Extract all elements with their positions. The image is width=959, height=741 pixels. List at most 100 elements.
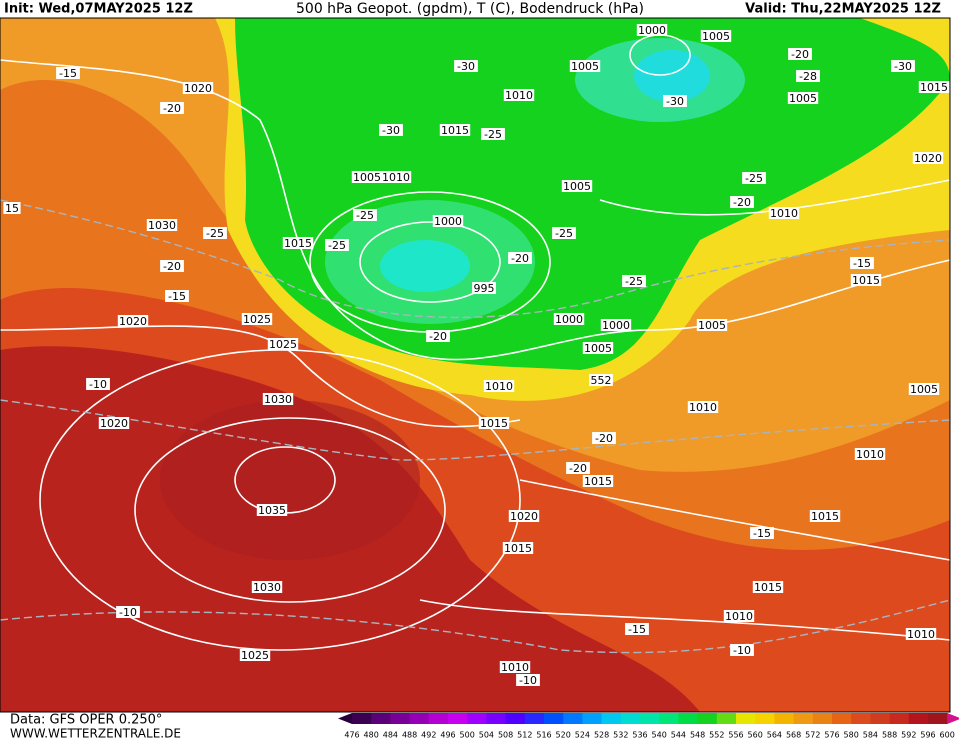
colorbar-label: 480 (364, 731, 379, 740)
map-label: 1010 (382, 171, 410, 184)
map-label: 1010 (725, 610, 753, 623)
label-box (454, 60, 478, 72)
colorbar-label: 548 (690, 731, 705, 740)
label-box (700, 30, 732, 42)
colorbar-swatch (448, 713, 468, 724)
label-box (569, 60, 601, 72)
colorbar-label: 512 (517, 731, 532, 740)
colorbar-swatch (851, 713, 871, 724)
map-label: 1000 (638, 24, 666, 37)
colorbar-label: 496 (440, 731, 455, 740)
map-label: 1015 (441, 124, 469, 137)
colorbar: 476 480 484 488 492 496 500 504 508 512 516 520 524 5… (338, 713, 959, 740)
label-box (600, 319, 632, 331)
map-label: 1000 (602, 319, 630, 332)
label-box (241, 313, 273, 325)
label-box (502, 542, 534, 554)
map-label: -10 (733, 644, 751, 657)
label-box (566, 462, 590, 474)
label-box (752, 581, 784, 593)
map-label: -28 (799, 70, 817, 83)
label-box (262, 393, 294, 405)
map-label: 1005 (702, 30, 730, 43)
colorbar-swatch (812, 713, 833, 724)
map-label: 1020 (100, 417, 128, 430)
colorbar-label: 564 (767, 731, 782, 740)
label-box (380, 171, 412, 183)
map-label: 1015 (852, 274, 880, 287)
map-label: 1010 (856, 448, 884, 461)
map-label: 1005 (789, 92, 817, 105)
colorbar-label: 520 (556, 731, 571, 740)
label-box (582, 475, 614, 487)
label-box (472, 282, 496, 294)
colorbar-swatch (659, 713, 679, 724)
label-box (432, 215, 464, 227)
label-box (160, 260, 184, 272)
label-box (165, 290, 189, 302)
label-box (589, 374, 613, 386)
map-label: 1010 (501, 661, 529, 674)
label-box (282, 237, 314, 249)
colorbar-swatch (524, 713, 545, 724)
colorbar-swatch (352, 713, 372, 724)
map-label: 1015 (480, 417, 508, 430)
colorbar-swatch (640, 713, 660, 724)
label-box (203, 227, 227, 239)
colorbar-label: 528 (594, 731, 609, 740)
colorbar-arrow (947, 713, 959, 724)
label-box (636, 24, 668, 36)
colorbar-label: 492 (421, 731, 436, 740)
label-box (918, 81, 950, 93)
label-box (503, 89, 535, 101)
colorbar-label: 576 (824, 731, 839, 740)
map-label: -25 (356, 209, 374, 222)
colorbar-swatch (774, 713, 795, 724)
label-box (439, 124, 471, 136)
colorbar-label: 584 (863, 731, 878, 740)
map-label: 1005 (584, 342, 612, 355)
colorbar-swatch (544, 713, 564, 724)
map-label: 1020 (119, 315, 147, 328)
map-label: 1030 (253, 581, 281, 594)
map-label: 1000 (434, 215, 462, 228)
website: WWW.WETTERZENTRALE.DE (10, 727, 181, 741)
colorbar-label: 532 (613, 731, 628, 740)
colorbar-label: 552 (709, 731, 724, 740)
map-label: 1005 (353, 171, 381, 184)
map-label: 1010 (770, 207, 798, 220)
map-label: 1020 (510, 510, 538, 523)
map-label: -25 (328, 239, 346, 252)
label-box (351, 171, 383, 183)
label-box (182, 82, 214, 94)
map-label: 1015 (754, 581, 782, 594)
map-label: 1005 (698, 319, 726, 332)
colorbar-swatch (505, 713, 526, 724)
colorbar-label: 556 (728, 731, 743, 740)
map-label: 1020 (184, 82, 212, 95)
colorbar-label: 476 (344, 731, 359, 740)
valid-time: Valid: Thu,22MAY2025 12Z (745, 2, 941, 17)
colorbar-label: 600 (940, 731, 955, 740)
colorbar-swatch (409, 713, 430, 724)
map-label: 1030 (148, 219, 176, 232)
map-label: -30 (666, 95, 684, 108)
map-label: -25 (206, 227, 224, 240)
label-box (483, 380, 515, 392)
label-box (905, 628, 937, 640)
colorbar-swatch (928, 713, 948, 724)
map-label: 1010 (907, 628, 935, 641)
colorbar-swatch (428, 713, 449, 724)
colorbar-swatch (563, 713, 583, 724)
colorbar-swatch (678, 713, 699, 724)
label-box (582, 342, 614, 354)
colorbar-label: 484 (383, 731, 398, 740)
map-label: -20 (595, 432, 613, 445)
map-label: 15 (5, 202, 19, 215)
colorbar-label: 592 (901, 731, 916, 740)
map-label: 1025 (243, 313, 271, 326)
colorbar-swatch (889, 713, 910, 724)
init-time: Init: Wed,07MAY2025 12Z (4, 2, 193, 17)
label-box (622, 275, 646, 287)
